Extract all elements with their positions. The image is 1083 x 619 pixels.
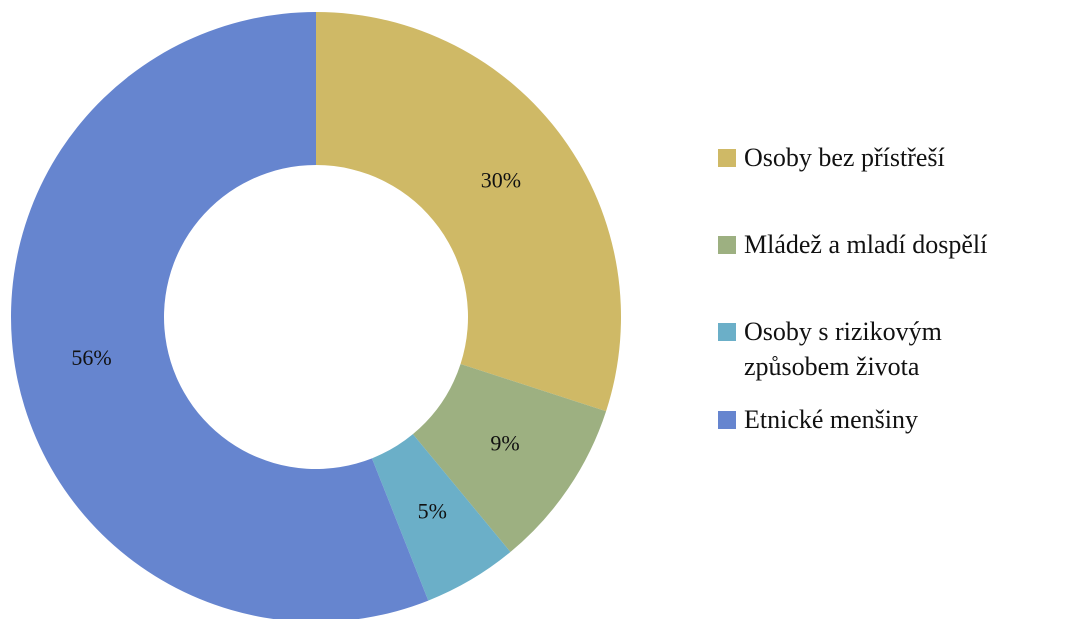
legend-label: Osoby bez přístřeší — [744, 143, 945, 172]
legend-item: Osoby bez přístřeší — [718, 140, 1044, 175]
legend-swatch — [718, 236, 736, 254]
donut-segment — [412, 363, 607, 553]
legend: Osoby bez přístřeší Mládež a mladí dospěl… — [718, 140, 1078, 437]
legend-label: Osoby s rizikovým způsobem života — [744, 317, 942, 381]
legend-item: Osoby s rizikovým způsobem života — [718, 314, 1024, 384]
legend-swatch — [718, 149, 736, 167]
legend-swatch — [718, 323, 736, 341]
legend-item: Etnické menšiny — [718, 402, 1044, 437]
donut-segment — [316, 12, 621, 412]
data-label: 56% — [71, 345, 111, 370]
data-label: 5% — [418, 499, 447, 524]
data-label: 9% — [490, 430, 519, 455]
legend-label: Etnické menšiny — [744, 405, 919, 434]
donut-segment — [11, 12, 429, 619]
data-label: 30% — [481, 168, 521, 193]
legend-label: Mládež a mladí dospělí — [744, 230, 988, 259]
legend-swatch — [718, 411, 736, 429]
donut-segment — [371, 434, 511, 601]
legend-item: Mládež a mladí dospělí — [718, 227, 1044, 262]
